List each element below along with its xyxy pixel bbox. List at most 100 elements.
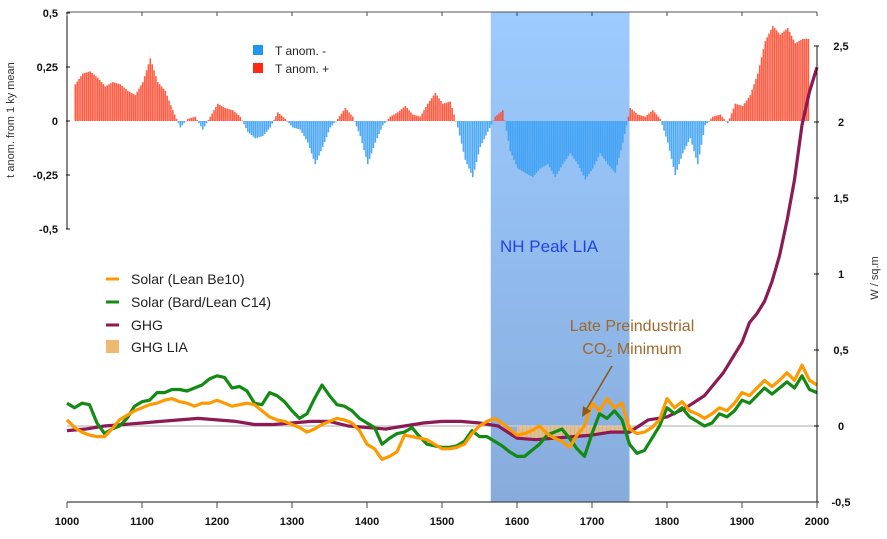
temperature-bar [490, 121, 493, 125]
co2-minimum-label-line1: Late Preindustrial [570, 318, 695, 335]
temperature-bar [573, 121, 575, 159]
temperature-bar [316, 121, 318, 160]
temperature-bar [727, 121, 729, 124]
temperature-bar [715, 115, 718, 121]
x-axis-tick-label: 2000 [805, 516, 829, 528]
temperature-bar [773, 28, 776, 121]
temperature-bar [657, 116, 660, 121]
temperature-bar [517, 121, 519, 169]
temperature-bar [655, 114, 658, 121]
temperature-bar [599, 121, 602, 154]
temperature-bar [395, 113, 397, 121]
temperature-bar [248, 121, 251, 134]
temperature-bar [571, 121, 573, 157]
temperature-bar [805, 38, 808, 121]
temperature-bar [772, 25, 774, 121]
temperature-bar [299, 121, 302, 130]
temperature-bar [597, 121, 600, 158]
temperature-bar [344, 108, 347, 121]
right-axis-title: W / sq.m [869, 256, 881, 299]
temperature-bar [352, 116, 354, 121]
left-axis-tick-label: -0,5 [39, 224, 58, 236]
temperature-bar [134, 95, 137, 121]
temperature-bar [119, 84, 122, 121]
temperature-bar [638, 115, 641, 121]
temperature-bar [455, 121, 457, 122]
temperature-bar [477, 121, 480, 155]
temperature-bar [153, 70, 155, 121]
temperature-bar [158, 84, 161, 121]
temperature-bar [473, 121, 476, 170]
temperature-bar [224, 108, 227, 121]
temperature-bar [243, 121, 245, 125]
temperature-bar [440, 101, 442, 121]
temperature-bar [706, 121, 708, 124]
temperature-bar [310, 121, 313, 154]
temperature-bar [432, 95, 435, 121]
temperature-bar [447, 102, 450, 121]
temperature-bar [211, 113, 213, 121]
x-axis-tick-label: 1700 [580, 516, 604, 528]
legend-label-t-neg: T anom. - [275, 44, 326, 58]
temperature-bar [172, 110, 174, 121]
temperature-bar [749, 95, 752, 121]
temperature-bar [98, 79, 101, 121]
temperature-bar [541, 121, 543, 168]
temperature-bar [168, 100, 170, 121]
temperature-bar [751, 89, 753, 121]
temperature-bar [518, 121, 521, 170]
temperature-bar [792, 39, 795, 121]
temperature-bar [404, 105, 407, 121]
temperature-bar [738, 104, 740, 121]
temperature-bar [280, 115, 283, 121]
temperature-bar [140, 85, 142, 121]
temperature-bar [271, 121, 273, 124]
temperature-bar [689, 121, 692, 139]
temperature-bar [222, 106, 225, 121]
temperature-bar [783, 31, 785, 121]
x-axis-tick-label: 1000 [55, 516, 79, 528]
temperature-bar [674, 121, 677, 175]
temperature-bar [507, 121, 510, 141]
temperature-bar [511, 121, 513, 156]
temperature-bar [665, 121, 667, 137]
legend-label-solar-be10: Solar (Lean Be10) [131, 271, 245, 287]
temperature-bar [800, 40, 802, 121]
lia-band-label: NH Peak LIA [500, 237, 599, 256]
temperature-bar [252, 121, 255, 137]
temperature-bar [595, 121, 598, 161]
temperature-bar [713, 116, 716, 121]
temperature-bar [338, 116, 341, 121]
temperature-bar [318, 121, 320, 156]
temperature-bar [323, 121, 326, 143]
temperature-bar [451, 108, 453, 121]
temperature-bar [610, 121, 613, 169]
temperature-bar [672, 121, 675, 167]
temperature-bar [232, 110, 234, 121]
temperature-bar [515, 121, 517, 165]
temperature-bar [380, 121, 382, 130]
temperature-bar [584, 121, 587, 180]
temperature-bar [794, 43, 797, 121]
temperature-bar [535, 121, 538, 173]
temperature-bar [288, 121, 290, 124]
temperature-legend: T anom. - T anom. + [253, 44, 329, 76]
legend-label-ghg-lia: GHG LIA [131, 339, 188, 355]
left-axis-tick-label: 0 [52, 116, 58, 128]
temperature-bar [668, 121, 671, 151]
temperature-bar [301, 121, 303, 133]
temperature-bar [646, 115, 648, 121]
right-axis-tick-label: 1,5 [833, 193, 848, 205]
temperature-bar [110, 83, 112, 121]
lia-band [490, 12, 630, 502]
temperature-bar [698, 121, 701, 155]
temperature-bar [653, 112, 656, 121]
temperature-bar [548, 121, 551, 168]
temperature-bar [383, 121, 386, 124]
temperature-bar [200, 121, 202, 127]
temperature-bar [237, 115, 240, 121]
temperature-bar [779, 34, 782, 121]
temperature-bar [785, 29, 787, 122]
temperature-bar [194, 116, 197, 121]
temperature-bar [307, 121, 309, 143]
